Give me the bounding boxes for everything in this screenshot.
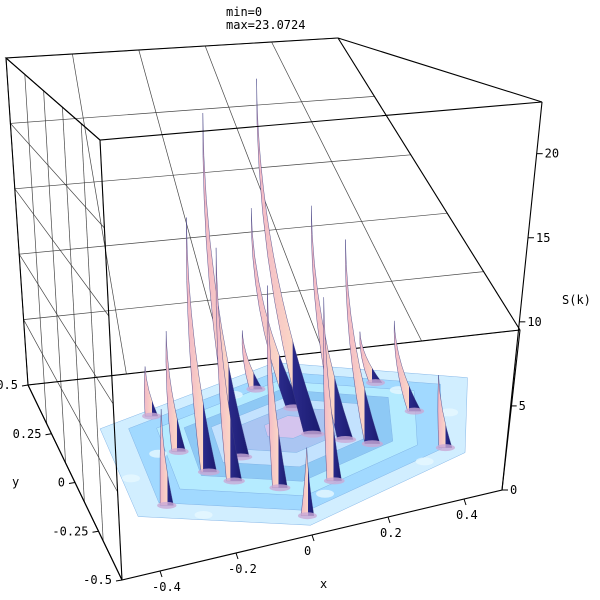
surface-patch xyxy=(440,408,459,417)
x-tick-label: 0.4 xyxy=(456,508,478,522)
y-tick-label: 0.25 xyxy=(13,427,42,441)
peak-shape xyxy=(215,247,243,482)
peak-shape xyxy=(241,330,263,390)
peak xyxy=(215,247,245,485)
peak-shape xyxy=(300,447,315,516)
surface-peaks xyxy=(142,78,455,520)
grid-line xyxy=(138,49,226,364)
x-tick-mark xyxy=(311,534,315,542)
peak-shape xyxy=(393,320,422,412)
z-tick-label: 20 xyxy=(545,147,559,161)
peak-shape xyxy=(310,205,354,440)
peak-base xyxy=(366,379,385,387)
peak-base xyxy=(297,512,317,520)
peak-shape xyxy=(250,208,302,409)
peak xyxy=(256,78,325,438)
max-label: max=23.0724 xyxy=(226,18,305,32)
y-tick-label: 0 xyxy=(58,476,65,490)
peak xyxy=(157,409,177,509)
peak xyxy=(359,331,385,387)
min-label: min=0 xyxy=(226,5,262,19)
x-tick-label: 0.2 xyxy=(380,526,402,540)
peak-shape xyxy=(359,331,383,383)
peak xyxy=(165,331,189,455)
peak xyxy=(266,285,291,492)
x-tick-mark xyxy=(463,498,467,506)
x-tick-mark xyxy=(159,570,163,578)
y-axis-label: y xyxy=(12,475,19,489)
front-edge xyxy=(501,101,543,491)
peak-base xyxy=(269,484,291,492)
y-tick-mark xyxy=(45,433,52,436)
peak xyxy=(297,447,317,520)
grid-line xyxy=(80,123,104,542)
peak-base xyxy=(301,430,325,438)
z-tick-label: 0 xyxy=(510,483,517,497)
z-tick-label: 10 xyxy=(527,315,541,329)
peak-shape xyxy=(186,217,217,473)
x-tick-label: -0.2 xyxy=(228,562,257,576)
grid-line xyxy=(271,41,422,342)
peak-base xyxy=(323,477,345,485)
peak-shape xyxy=(437,375,453,448)
surface-patch xyxy=(122,474,141,483)
peak-base xyxy=(197,468,220,476)
peak xyxy=(142,366,161,420)
peak xyxy=(345,239,383,448)
x-tick-mark xyxy=(235,552,239,560)
peak-shape xyxy=(266,285,288,488)
back-edge xyxy=(4,37,339,141)
peak xyxy=(241,330,266,393)
front-edge xyxy=(337,37,521,331)
peak-base xyxy=(334,436,357,444)
grid-line xyxy=(9,96,375,229)
peak-base xyxy=(157,501,177,509)
y-tick-label: 0.5 xyxy=(0,378,18,392)
peak-shape xyxy=(165,331,186,452)
grid-line xyxy=(43,90,66,464)
peak-base xyxy=(223,477,245,485)
peak-base xyxy=(435,444,455,452)
y-tick-mark xyxy=(92,530,99,533)
peak-shape xyxy=(144,366,159,417)
y-tick-mark xyxy=(68,482,76,484)
grid-line xyxy=(24,74,48,425)
y-tick-mark xyxy=(115,579,123,582)
peak xyxy=(435,375,455,452)
y-tick-label: -0.5 xyxy=(83,573,112,587)
peak-base xyxy=(246,385,266,393)
surface-patch xyxy=(316,489,335,498)
x-tick-mark xyxy=(387,516,391,524)
peak-shape xyxy=(256,78,322,435)
z-tick-label: 5 xyxy=(519,399,526,413)
peak-base xyxy=(142,412,161,420)
grid-line xyxy=(62,107,85,503)
axis-ticks: -0.4 -0.2 0 0.2 0.4 0.5 0.25 0 -0.25 -0.5 0 5 10 15 20 xyxy=(0,147,559,594)
peak xyxy=(393,320,425,415)
grid-line xyxy=(5,37,339,141)
peak xyxy=(310,205,357,444)
x-tick-label: 0 xyxy=(304,544,311,558)
peak-base xyxy=(168,447,189,455)
surface-patch xyxy=(415,457,434,466)
grid-line xyxy=(72,53,127,375)
peak-shape xyxy=(323,297,342,482)
y-tick-label: -0.25 xyxy=(52,524,88,538)
front-edge xyxy=(99,139,123,581)
peak-base xyxy=(404,407,425,415)
front-edge xyxy=(5,37,543,141)
peak-shape xyxy=(159,409,174,506)
peak-shape xyxy=(345,239,381,444)
y-tick-mark xyxy=(21,384,29,387)
peak xyxy=(323,297,345,485)
x-tick-label: -0.4 xyxy=(152,580,181,594)
x-axis-label: x xyxy=(320,577,327,591)
peak-base xyxy=(361,440,383,448)
z-axis-label: S(k) xyxy=(562,293,591,307)
surface-patch xyxy=(194,510,213,519)
z-tick-label: 15 xyxy=(536,231,550,245)
back-edge xyxy=(5,57,29,386)
peak xyxy=(186,217,220,476)
